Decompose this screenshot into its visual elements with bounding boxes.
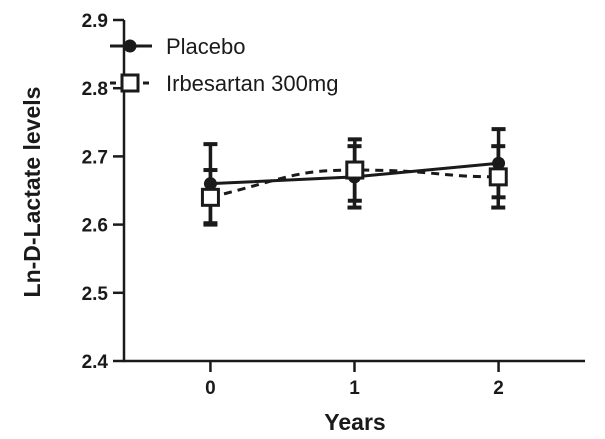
y-axis-title: Ln-D-Lactate levels xyxy=(19,87,45,298)
y-tick-label-2.9: 2.9 xyxy=(82,11,108,32)
y-tick-label-2.4: 2.4 xyxy=(82,352,109,373)
legend: Placebo Irbesartan 300mg xyxy=(110,34,338,96)
series-layer xyxy=(200,127,508,227)
legend-marker-irbesartan xyxy=(120,73,140,93)
y-tick-label-2.7: 2.7 xyxy=(82,147,108,168)
legend-label-placebo: Placebo xyxy=(166,34,246,59)
point-irbesartan-1 xyxy=(345,160,365,180)
y-ticks: 2.4 2.5 2.6 2.7 2.8 2.9 xyxy=(82,11,124,373)
series-irbesartan xyxy=(200,137,508,227)
legend-item-irbesartan: Irbesartan 300mg xyxy=(110,71,338,96)
legend-label-irbesartan: Irbesartan 300mg xyxy=(166,71,338,96)
y-tick-label-2.6: 2.6 xyxy=(82,216,108,237)
x-tick-label-0: 0 xyxy=(205,378,216,399)
point-irbesartan-0 xyxy=(200,187,220,207)
x-tick-label-2: 2 xyxy=(493,378,504,399)
x-tick-label-1: 1 xyxy=(349,378,360,399)
legend-marker-placebo xyxy=(123,39,137,53)
point-irbesartan-2 xyxy=(488,167,508,187)
x-axis-title: Years xyxy=(324,409,385,435)
x-ticks: 0 1 2 xyxy=(205,361,504,399)
y-tick-label-2.5: 2.5 xyxy=(82,284,109,305)
y-tick-label-2.8: 2.8 xyxy=(82,79,108,100)
legend-item-placebo: Placebo xyxy=(110,34,246,59)
